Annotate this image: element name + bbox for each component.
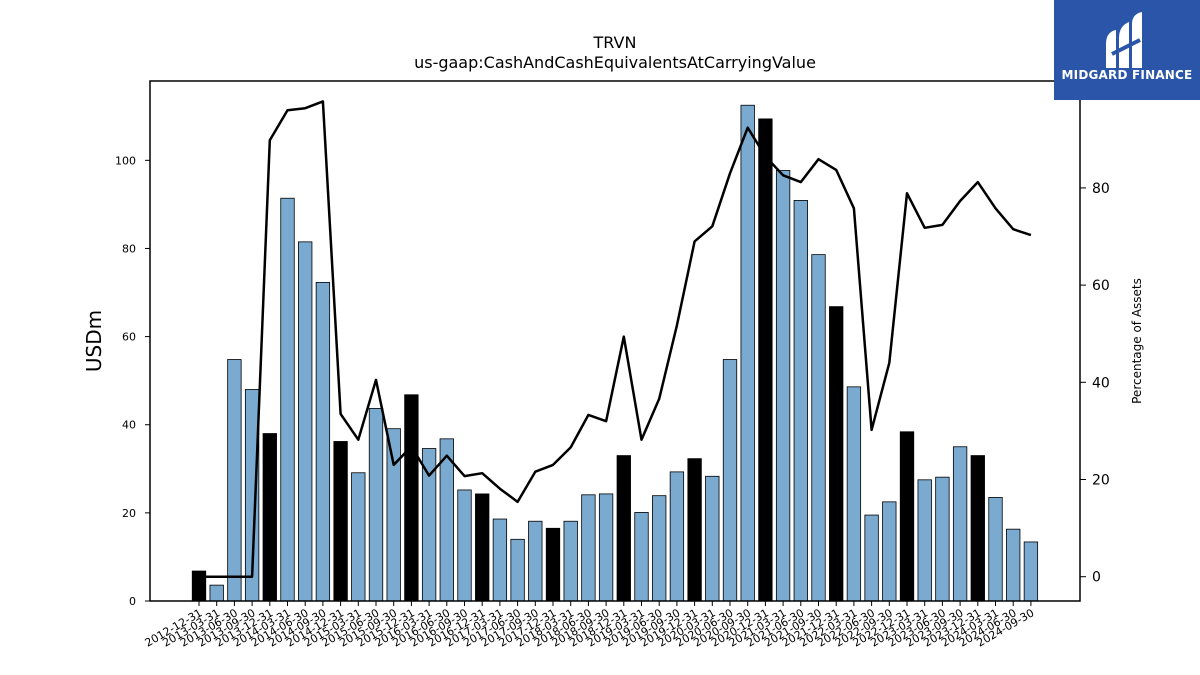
bar xyxy=(1023,541,1039,602)
plot-frame xyxy=(149,80,1081,602)
bar xyxy=(864,514,879,602)
bar xyxy=(652,495,667,602)
bar xyxy=(616,455,631,602)
bar xyxy=(280,197,295,602)
bar xyxy=(368,408,384,602)
bar xyxy=(563,520,578,602)
bar xyxy=(351,472,366,602)
bar xyxy=(439,438,454,602)
bar xyxy=(811,254,826,602)
bar xyxy=(935,476,950,602)
bar xyxy=(298,241,313,602)
bar xyxy=(227,359,242,602)
bar xyxy=(669,471,685,602)
y2-tick-label: 0 xyxy=(1092,570,1101,586)
brand-name: MIDGARD FINANCE xyxy=(1061,68,1193,82)
y2-tick-label: 60 xyxy=(1092,278,1110,294)
y2-tick-label: 20 xyxy=(1092,473,1110,489)
bar xyxy=(740,104,755,602)
x-axis: 2012-12-312013-03-312013-06-302013-09-30… xyxy=(143,601,1036,650)
bar xyxy=(404,394,419,602)
bar xyxy=(775,170,791,602)
bar xyxy=(687,458,702,602)
bar xyxy=(952,446,968,602)
bar-series xyxy=(191,104,1039,602)
midgard-logo-icon xyxy=(1106,12,1142,68)
y-axis-right: 0 20 40 60 80 xyxy=(1080,181,1110,586)
bar xyxy=(970,455,985,602)
bar xyxy=(758,118,773,602)
y-tick-label: 20 xyxy=(122,507,136,520)
bar xyxy=(988,497,1003,602)
bar xyxy=(846,386,862,602)
bar xyxy=(209,584,224,602)
y2-tick-label: 40 xyxy=(1092,375,1110,391)
bar xyxy=(1006,528,1021,602)
y-axis-left: 0 20 40 60 80 100 xyxy=(115,154,150,608)
bar xyxy=(899,431,915,602)
bar xyxy=(829,306,844,602)
bar xyxy=(262,433,277,602)
chart-subtitle: us-gaap:CashAndCashEquivalentsAtCarrying… xyxy=(414,53,816,72)
bar xyxy=(705,475,720,602)
bar xyxy=(510,538,525,602)
bar xyxy=(545,527,561,602)
line-series xyxy=(199,100,1032,578)
bar xyxy=(598,493,614,602)
bar xyxy=(492,518,508,602)
line-path xyxy=(199,100,1032,578)
y-tick-label: 80 xyxy=(122,242,136,255)
bar xyxy=(386,428,401,602)
bar xyxy=(528,520,543,602)
brand-logo: MIDGARD FINANCE xyxy=(1054,0,1200,100)
chart-title: TRVN xyxy=(593,33,637,52)
y-tick-label: 0 xyxy=(129,595,136,608)
y-tick-label: 100 xyxy=(115,154,136,167)
y2-tick-label: 80 xyxy=(1092,181,1110,197)
bar xyxy=(793,200,808,602)
bar xyxy=(475,493,490,602)
bar xyxy=(457,489,472,602)
bar xyxy=(917,479,932,602)
bar xyxy=(882,501,897,602)
bar xyxy=(722,359,738,602)
bar xyxy=(333,441,348,602)
bar xyxy=(315,281,331,602)
bar xyxy=(581,494,596,602)
y-tick-label: 60 xyxy=(122,331,136,344)
y-tick-label: 40 xyxy=(122,419,136,432)
bar xyxy=(634,512,649,602)
y2-axis-label: Percentage of Assets xyxy=(1130,278,1144,404)
y-axis-label: USDm xyxy=(82,310,106,372)
